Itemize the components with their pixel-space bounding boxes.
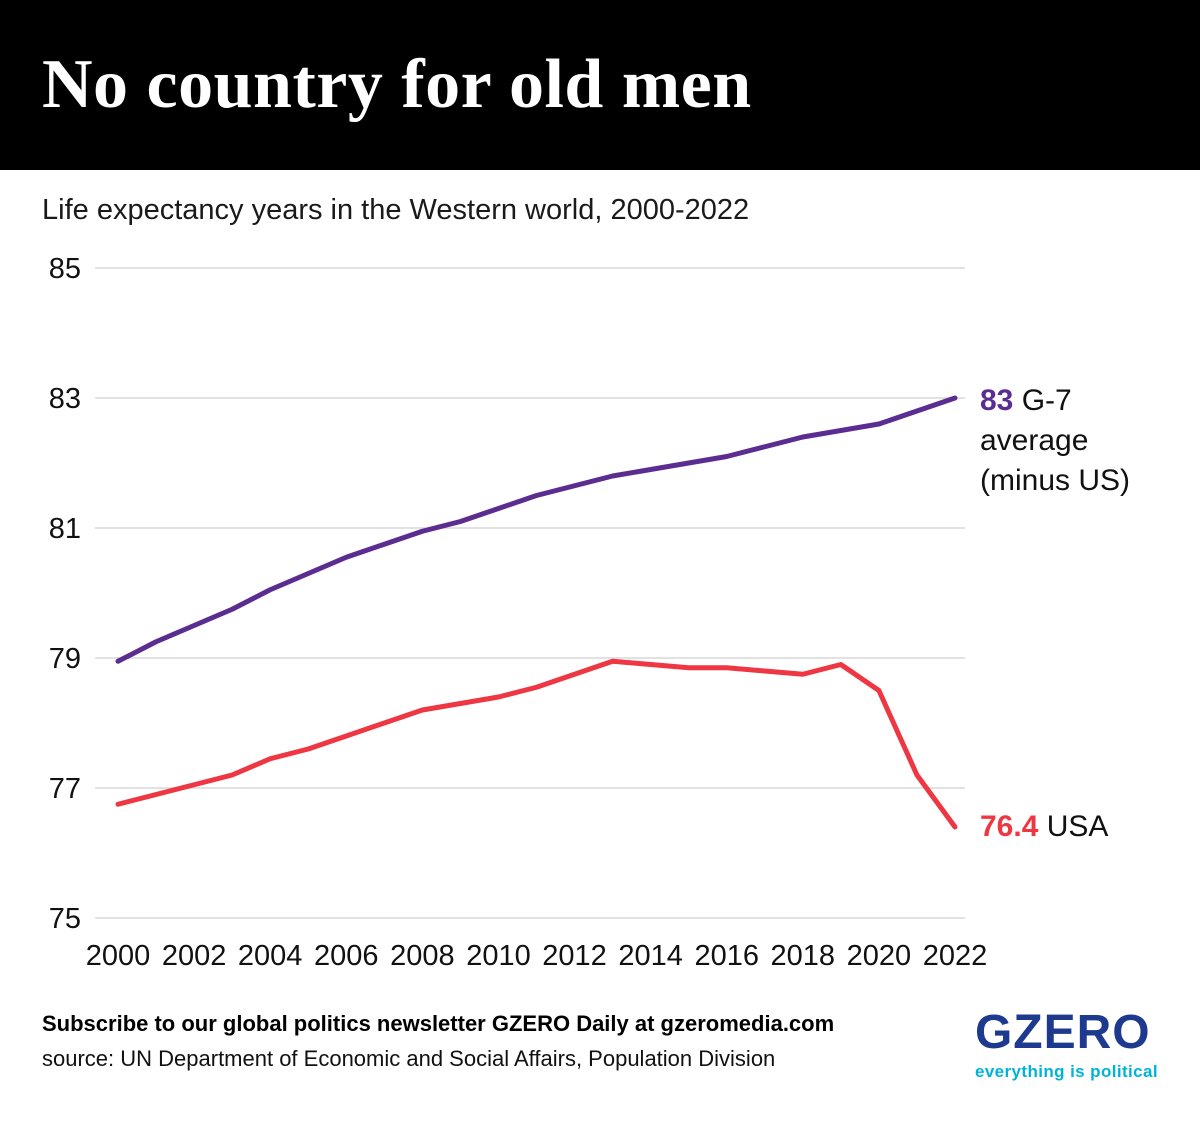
chart-canvas: 75 77 79 81 83 85 2000 2002 2004 2006 2008 2010 2012…: [49, 253, 988, 972]
subscribe-text: Subscribe to our global politics newslet…: [42, 1011, 835, 1036]
svg-text:75: 75: [49, 903, 81, 935]
page-title: No country for old men: [42, 46, 752, 123]
svg-text:2018: 2018: [771, 940, 836, 972]
svg-text:2006: 2006: [314, 940, 379, 972]
svg-text:2020: 2020: [847, 940, 912, 972]
g7-end-value: 83: [980, 384, 1014, 417]
svg-text:2010: 2010: [466, 940, 531, 972]
svg-text:83: 83: [49, 383, 81, 415]
svg-text:85: 85: [49, 253, 81, 285]
svg-text:2012: 2012: [542, 940, 607, 972]
g7-series-name: G-7 average (minus US): [980, 384, 1131, 497]
svg-text:79: 79: [49, 643, 81, 675]
source-text: source: UN Department of Economic and So…: [42, 1046, 776, 1071]
chart-subtitle: Life expectancy years in the Western wor…: [42, 194, 750, 226]
svg-text:2014: 2014: [618, 940, 683, 972]
svg-text:2008: 2008: [390, 940, 455, 972]
svg-text:77: 77: [49, 773, 81, 805]
usa-series-name: USA: [1038, 810, 1109, 843]
gzero-tagline: everything is political: [974, 1062, 1158, 1081]
svg-text:2016: 2016: [694, 940, 759, 972]
svg-text:2000: 2000: [86, 940, 151, 972]
series-label-usa: 76.4 USA: [980, 807, 1180, 847]
series-label-g7: 83 G-7 average (minus US): [980, 381, 1152, 501]
title-band: No country for old men: [0, 0, 1200, 170]
footer-text-block: Subscribe to our global politics newslet…: [42, 1011, 834, 1072]
line-chart: 75 77 79 81 83 85 2000 2002 2004 2006 2008 2010 2012…: [0, 235, 1200, 995]
gzero-logo-text: GZERO: [974, 1006, 1151, 1059]
svg-text:81: 81: [49, 513, 81, 545]
footer: Subscribe to our global politics newslet…: [0, 995, 1200, 1082]
gzero-logo: GZERO everything is political: [975, 1005, 1158, 1082]
svg-text:2022: 2022: [923, 940, 988, 972]
svg-text:2002: 2002: [162, 940, 227, 972]
svg-text:2004: 2004: [238, 940, 303, 972]
usa-end-value: 76.4: [980, 810, 1039, 843]
